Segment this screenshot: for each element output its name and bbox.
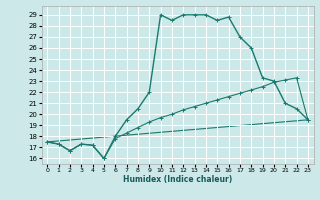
X-axis label: Humidex (Indice chaleur): Humidex (Indice chaleur): [123, 175, 232, 184]
